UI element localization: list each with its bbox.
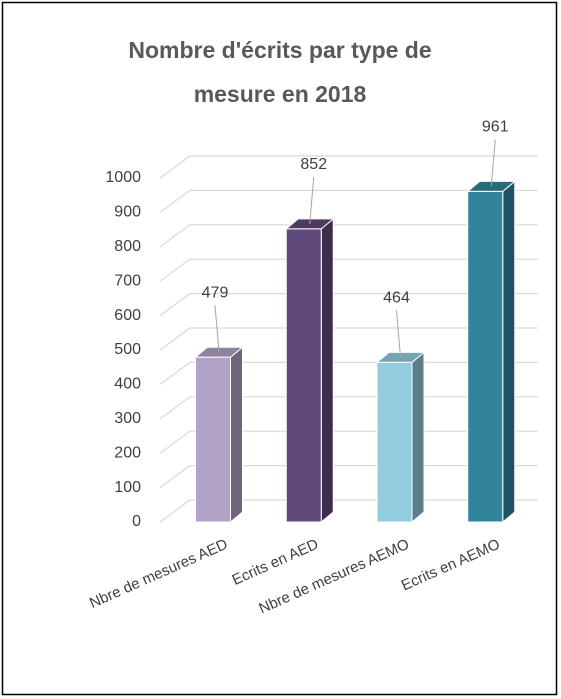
chart-title-line-2: mesure en 2018 <box>194 81 367 107</box>
value-label: 479 <box>202 284 229 301</box>
value-label: 464 <box>383 290 410 307</box>
bar-front <box>285 228 322 523</box>
bar-side <box>411 351 425 524</box>
y-tick-label: 700 <box>114 272 141 289</box>
bar <box>194 346 244 524</box>
leader-line <box>309 176 315 224</box>
y-tick-label: 900 <box>114 204 141 221</box>
y-tick-label: 1000 <box>105 169 141 186</box>
bar <box>466 180 517 524</box>
leader-line <box>490 139 496 187</box>
bar-side <box>320 217 334 524</box>
bar-side <box>230 346 243 524</box>
leader-line <box>396 310 401 358</box>
grid-line <box>159 293 538 317</box>
value-label: 852 <box>300 156 327 173</box>
y-tick-label: 500 <box>114 341 141 358</box>
grid-line <box>159 327 538 351</box>
bar <box>375 351 426 524</box>
y-tick-label: 0 <box>132 513 141 530</box>
bar-front <box>376 361 413 523</box>
bar-front <box>195 356 231 523</box>
y-tick-label: 400 <box>114 376 141 393</box>
value-label: 961 <box>482 119 509 136</box>
y-tick-label: 100 <box>114 479 141 496</box>
grid-line <box>159 224 538 248</box>
bar-front <box>467 190 504 523</box>
chart-title-line-1: Nombre d'écrits par type de <box>128 37 431 63</box>
grid-line <box>159 155 538 179</box>
bar-side <box>502 180 516 524</box>
y-tick-label: 800 <box>114 238 141 255</box>
grid-line <box>159 189 538 213</box>
bar <box>284 217 335 524</box>
y-tick-label: 200 <box>114 444 141 461</box>
leader-line <box>214 305 220 353</box>
y-tick-label: 600 <box>114 307 141 324</box>
grid-line <box>159 258 538 282</box>
y-tick-label: 300 <box>114 410 141 427</box>
